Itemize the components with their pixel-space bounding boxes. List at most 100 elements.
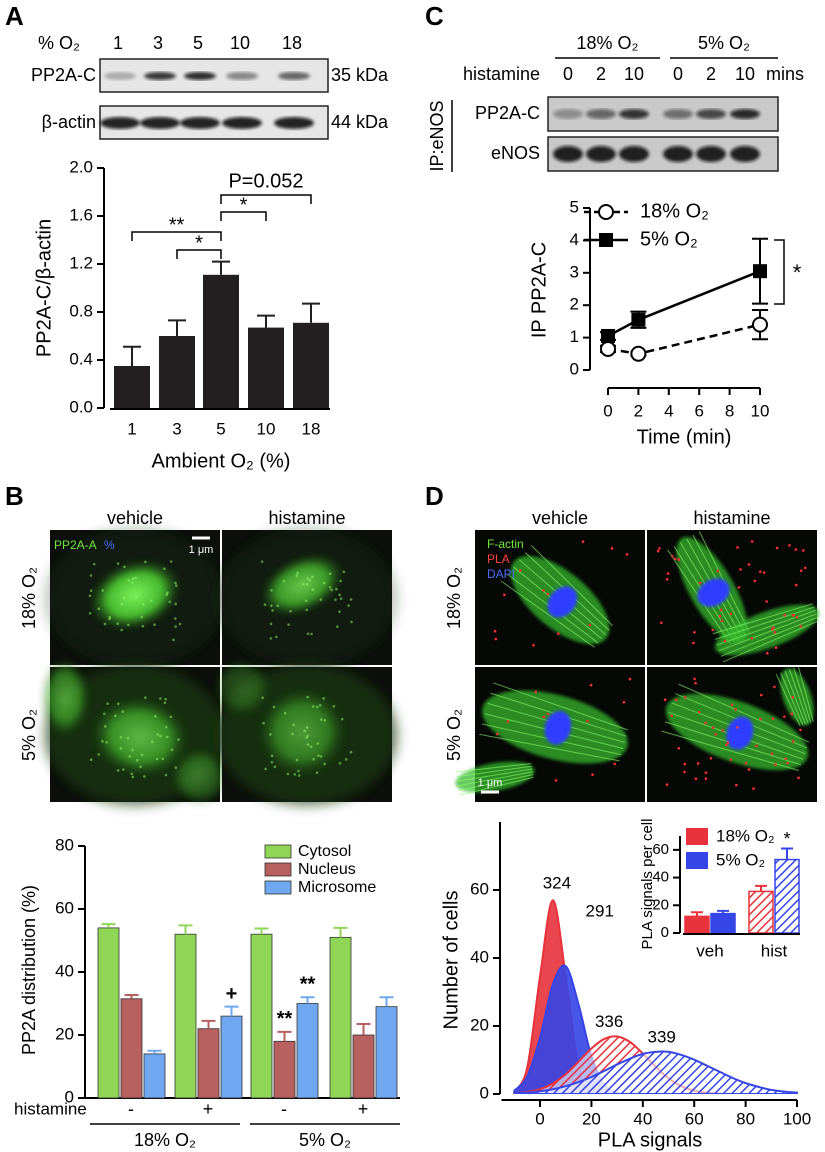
blot-band — [619, 109, 649, 119]
cell-stain — [259, 553, 345, 617]
pla-dot — [739, 568, 742, 571]
pla-dot — [698, 581, 702, 585]
speckle — [134, 576, 138, 580]
pla-dot — [799, 625, 803, 628]
speckle — [334, 598, 337, 602]
pla-dot — [747, 768, 751, 771]
significance-bracket — [131, 231, 222, 241]
annotation: ** — [277, 1008, 293, 1030]
peak-label: 291 — [586, 902, 614, 921]
legend-label: Nucleus — [298, 861, 356, 878]
speckle — [131, 775, 135, 779]
y-tick-label: 0 — [570, 359, 579, 378]
speckle — [336, 625, 339, 629]
micrograph — [455, 667, 645, 802]
legend-label: 18% O₂ — [640, 200, 709, 222]
column-label: histamine — [268, 508, 345, 528]
cell-stain — [40, 657, 90, 737]
speckle — [174, 602, 177, 606]
significance-bracket — [220, 211, 267, 221]
nucleus — [547, 586, 578, 618]
pla-dot — [799, 569, 803, 573]
error-bar — [123, 345, 141, 366]
pla-dot — [532, 643, 535, 647]
bar — [684, 915, 710, 934]
actin-fiber — [501, 580, 595, 648]
blot-unit: mins — [766, 64, 804, 84]
cell-stain — [212, 657, 272, 717]
y-tick-label: 60 — [470, 879, 489, 898]
speckle — [165, 593, 169, 596]
bar — [159, 336, 195, 408]
error-bar — [300, 996, 315, 1004]
pla-dot — [610, 547, 614, 550]
ip-label: IP:eNOS — [427, 100, 447, 171]
speckle — [101, 589, 104, 592]
annotation: + — [226, 983, 238, 1005]
pla-dot — [692, 641, 695, 645]
x-tick-label: hist — [761, 941, 788, 960]
bar — [329, 936, 352, 1099]
actin-fiber — [712, 603, 814, 635]
speckle — [347, 604, 350, 607]
actin-fiber — [718, 613, 817, 652]
speckle — [174, 581, 177, 585]
legend-label: 18% O₂ — [716, 826, 775, 845]
speckle — [172, 638, 175, 642]
density-area — [513, 1050, 798, 1094]
pla-dot — [542, 589, 545, 592]
speckle — [297, 769, 300, 773]
speckle — [340, 717, 344, 721]
speckle — [141, 624, 145, 628]
actin-fiber — [457, 771, 533, 787]
pla-dot — [589, 683, 593, 687]
bar — [174, 933, 197, 1099]
speckle — [270, 589, 273, 592]
annotation: * — [793, 260, 802, 285]
bar — [293, 322, 329, 408]
pla-dot — [774, 646, 778, 649]
speckle — [165, 735, 169, 739]
actin-fiber — [784, 670, 806, 725]
pla-dot — [494, 637, 498, 641]
pla-dot — [801, 549, 805, 552]
pla-dot — [773, 685, 776, 689]
pla-dot — [758, 570, 762, 573]
pla-dot — [747, 563, 751, 566]
series-line — [607, 323, 761, 356]
speckle — [135, 758, 139, 762]
x-axis-label: Time (min) — [637, 426, 732, 448]
pla-dot — [762, 571, 766, 574]
bar — [248, 327, 284, 408]
speckle — [105, 740, 108, 744]
nucleus — [726, 716, 754, 750]
micrograph — [217, 528, 397, 668]
pla-dot — [752, 787, 755, 790]
pla-dot — [625, 553, 629, 556]
blot-row-label: PP2A-C — [31, 65, 96, 85]
pla-dot — [495, 732, 499, 736]
pla-dot — [542, 715, 546, 719]
row-label: 18% O₂ — [444, 567, 464, 629]
y-tick-label: 4 — [570, 230, 579, 249]
speckle — [174, 766, 178, 769]
x-tick-label: 4 — [664, 401, 673, 420]
speckle — [174, 617, 177, 620]
bar — [710, 912, 736, 934]
x-tick-label: 80 — [736, 1109, 755, 1128]
blot-group-label: 5% O₂ — [698, 33, 750, 53]
micrograph — [212, 657, 397, 805]
speckle — [306, 632, 310, 636]
cell-stain — [88, 559, 182, 631]
error-bar — [124, 993, 139, 999]
pla-dot — [709, 756, 713, 760]
lane-label: 2 — [706, 64, 716, 84]
lane-label: 10 — [230, 33, 250, 53]
pla-dot — [720, 619, 724, 623]
speckle — [163, 567, 166, 571]
pla-dot — [546, 592, 550, 596]
actin-fiber — [720, 616, 819, 657]
legend-swatch — [686, 852, 708, 869]
speckle — [140, 615, 144, 619]
